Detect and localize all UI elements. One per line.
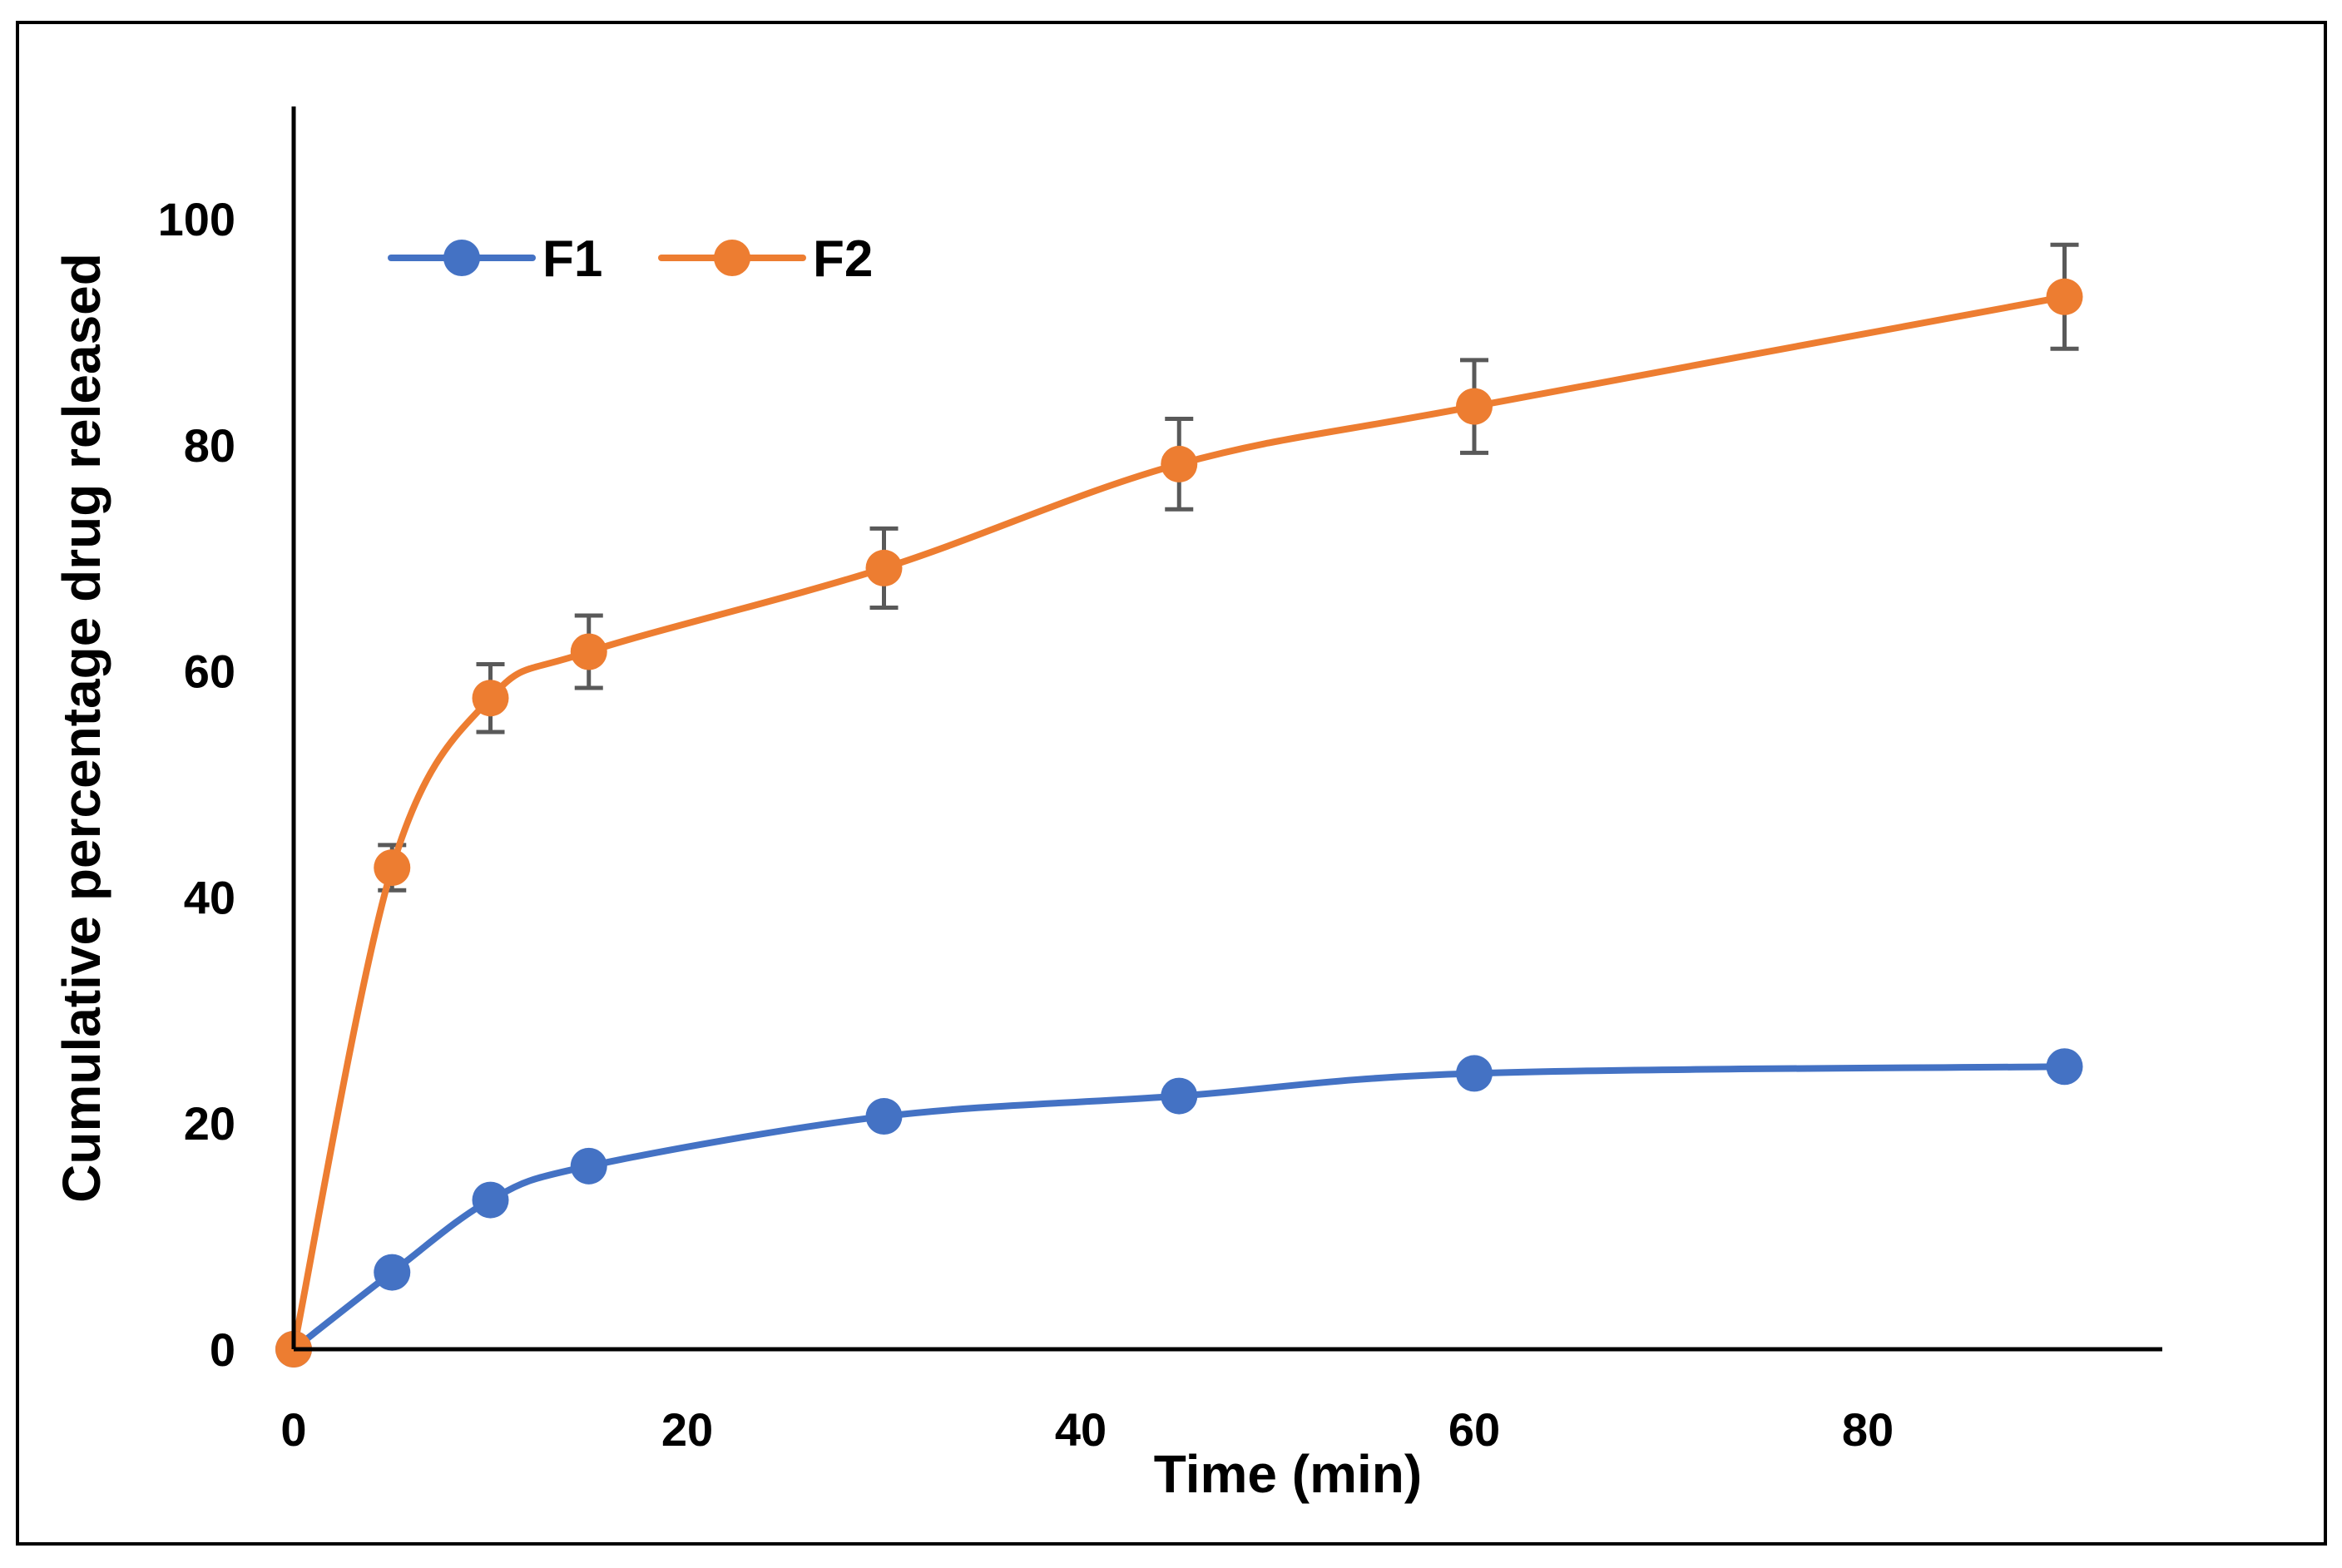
- figure-frame: [16, 21, 2327, 1546]
- legend-label: F2: [813, 230, 873, 288]
- legend-label: F1: [542, 230, 602, 288]
- f2-data-point: [2046, 278, 2083, 315]
- x-tick-label: 0: [280, 1403, 306, 1456]
- x-tick-label: 20: [661, 1403, 713, 1456]
- y-axis-title: Cumulative percentage drug released: [52, 253, 111, 1203]
- f1-data-point: [1456, 1055, 1493, 1092]
- y-tick-label: 60: [184, 646, 235, 698]
- f1-data-point: [570, 1147, 607, 1185]
- f2-data-point: [865, 549, 903, 586]
- y-tick-label: 0: [210, 1323, 235, 1376]
- f1-series-line: [290, 1063, 2068, 1353]
- f2-data-point: [374, 849, 411, 887]
- series-points: [275, 278, 2083, 1368]
- x-tick-label: 40: [1055, 1403, 1107, 1456]
- f1-data-point: [374, 1254, 411, 1291]
- f1-data-point: [1161, 1077, 1198, 1115]
- f2-data-point: [570, 633, 607, 670]
- legend: F1 F2: [388, 230, 873, 288]
- y-tick-label: 80: [184, 419, 235, 472]
- f1-data-point: [865, 1098, 903, 1135]
- y-tick-label: 20: [184, 1097, 235, 1150]
- x-tick-labels: 0 20 40 60 80: [280, 1403, 1894, 1456]
- y-tick-label: 100: [158, 193, 235, 245]
- x-tick-label: 80: [1842, 1403, 1894, 1456]
- f2-data-point: [1161, 445, 1198, 482]
- f2-data-point: [1456, 388, 1493, 425]
- f2-data-point: [472, 680, 509, 717]
- x-tick-label: 60: [1448, 1403, 1500, 1456]
- legend-swatch-marker: [714, 240, 750, 276]
- y-tick-labels: 0 20 40 60 80 100: [158, 193, 235, 1376]
- legend-item-f2: F2: [658, 230, 873, 288]
- legend-swatch-marker: [443, 240, 480, 276]
- f1-data-point: [472, 1181, 509, 1219]
- legend-item-f1: F1: [388, 230, 602, 288]
- y-tick-label: 40: [184, 871, 235, 923]
- x-axis-title: Time (min): [1154, 1444, 1422, 1504]
- f1-data-point: [2046, 1048, 2083, 1086]
